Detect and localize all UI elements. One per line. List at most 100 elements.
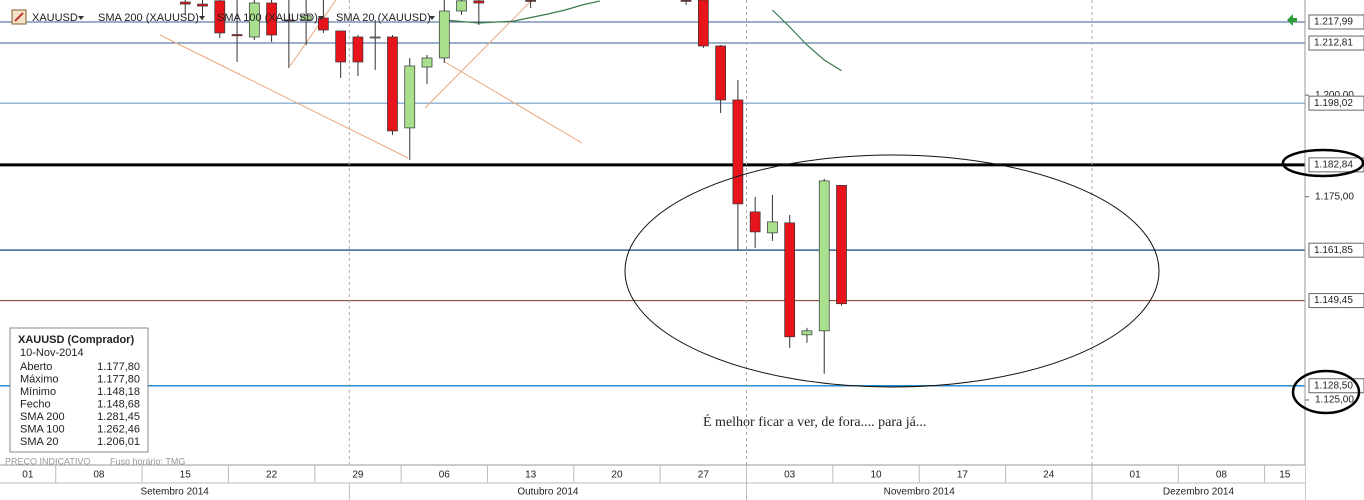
legend: XAUUSD SMA 200 (XAUUSD) SMA 100 (XAUUSD)… <box>11 9 435 25</box>
y-tick-label: 1.125,00 <box>1315 395 1354 406</box>
x-tick-label: 01 <box>1130 470 1142 481</box>
month-label: Setembro 2014 <box>140 487 209 498</box>
x-tick-label: 17 <box>957 470 969 481</box>
x-tick-label: 01 <box>22 470 34 481</box>
info-box: XAUUSD (Comprador) 10-Nov-2014 Aberto 1.1… <box>9 327 149 453</box>
legend-symbol: XAUUSD <box>32 12 78 24</box>
level-label-box <box>1308 378 1364 394</box>
footer-timezone: Fuso horário: TMG <box>110 456 185 466</box>
y-tick-label: 1.200,00 <box>1315 90 1354 101</box>
candle-body <box>369 36 381 39</box>
candle-body <box>197 3 208 7</box>
info-label: Fecho <box>20 398 51 410</box>
info-label: SMA 200 <box>20 411 65 423</box>
candle-body <box>767 221 778 234</box>
info-value: 1.206,01 <box>97 436 140 448</box>
candle-body <box>749 211 761 233</box>
info-value: 1.148,68 <box>97 398 140 410</box>
candle-body <box>784 222 796 338</box>
candle-body <box>335 30 347 63</box>
candle-body <box>438 10 450 59</box>
trendline <box>424 0 533 109</box>
x-tick-label: 15 <box>180 470 192 481</box>
dropdown-arrow[interactable] <box>199 16 205 20</box>
level-label-box <box>1308 95 1364 111</box>
legend-entry: SMA 100 (XAUUSD) <box>217 12 318 24</box>
x-tick-label: 13 <box>525 470 537 481</box>
x-tick-label: 24 <box>1043 470 1055 481</box>
level-label: 1.198,02 <box>1314 98 1353 109</box>
dropdown-arrow[interactable] <box>78 16 84 20</box>
x-tick-label: 08 <box>93 470 105 481</box>
candle-body <box>404 65 416 129</box>
plot-area <box>0 0 1305 465</box>
info-value: 1.281,45 <box>97 411 140 423</box>
level-label: 1.217,99 <box>1314 17 1353 28</box>
label-circle <box>1281 148 1364 178</box>
trendlines <box>159 0 583 159</box>
x-tick-label: 22 <box>266 470 278 481</box>
level-label: 1.149,45 <box>1314 295 1353 306</box>
candle-body <box>715 45 726 101</box>
x-tick-label: 27 <box>698 470 710 481</box>
trendline <box>444 61 583 144</box>
info-label: SMA 20 <box>20 436 59 448</box>
level-label: 1.161,85 <box>1314 245 1353 256</box>
candle-body <box>421 57 433 68</box>
level-label-box <box>1308 35 1364 51</box>
trendline <box>289 0 337 67</box>
candle-body <box>456 0 467 12</box>
x-tick-label: 20 <box>611 470 623 481</box>
dropdown-arrow[interactable] <box>318 16 324 20</box>
level-label-box <box>1308 157 1364 173</box>
trendline <box>159 34 409 159</box>
level-label-box <box>1308 242 1364 258</box>
x-tick-label: 29 <box>352 470 364 481</box>
level-label: 1.182,84 <box>1314 160 1353 171</box>
x-tick-label: 06 <box>439 470 451 481</box>
candle-body <box>352 36 364 63</box>
x-tick-label: 15 <box>1279 470 1291 481</box>
candle-body <box>680 0 692 2</box>
candle-body <box>697 0 709 47</box>
highlight-ellipse <box>624 154 1160 388</box>
info-label: SMA 100 <box>20 423 65 435</box>
candle-body <box>473 0 485 4</box>
x-tick-label: 10 <box>870 470 882 481</box>
candle-body <box>318 17 329 31</box>
candle-body <box>836 184 847 305</box>
level-label-box <box>1308 293 1364 309</box>
dropdown-arrow[interactable] <box>429 16 435 20</box>
candle-body <box>818 180 830 332</box>
info-box-frame <box>9 327 149 453</box>
sma-line <box>771 9 842 72</box>
info-value: 1.177,80 <box>97 361 140 373</box>
footer-note: PREÇO INDICATIVO <box>5 456 90 466</box>
candle-body <box>179 1 191 5</box>
info-title: XAUUSD (Comprador) <box>18 334 134 346</box>
candle-body <box>231 34 243 37</box>
legend-entry: SMA 200 (XAUUSD) <box>98 12 199 24</box>
info-label: Máximo <box>20 373 59 385</box>
status-icon <box>1287 14 1297 26</box>
legend-entry: SMA 20 (XAUUSD) <box>336 12 431 24</box>
candle-body <box>266 2 277 36</box>
level-label-box <box>1308 14 1364 30</box>
symbol-icon-stroke <box>14 12 24 22</box>
x-tick-label: 03 <box>784 470 796 481</box>
y-tick-label: 1.175,00 <box>1315 191 1354 202</box>
candle-body <box>283 19 295 22</box>
candle-body <box>525 0 536 2</box>
level-label: 1.128,50 <box>1314 380 1353 391</box>
candle-body <box>214 0 226 34</box>
candle-body <box>801 330 813 336</box>
candle-body <box>732 99 744 205</box>
level-label: 1.212,81 <box>1314 38 1353 49</box>
info-value: 1.262,46 <box>97 423 140 435</box>
month-label: Novembro 2014 <box>884 487 956 498</box>
info-value: 1.148,18 <box>97 386 140 398</box>
candle-body <box>387 36 398 132</box>
label-circle <box>1291 369 1361 415</box>
